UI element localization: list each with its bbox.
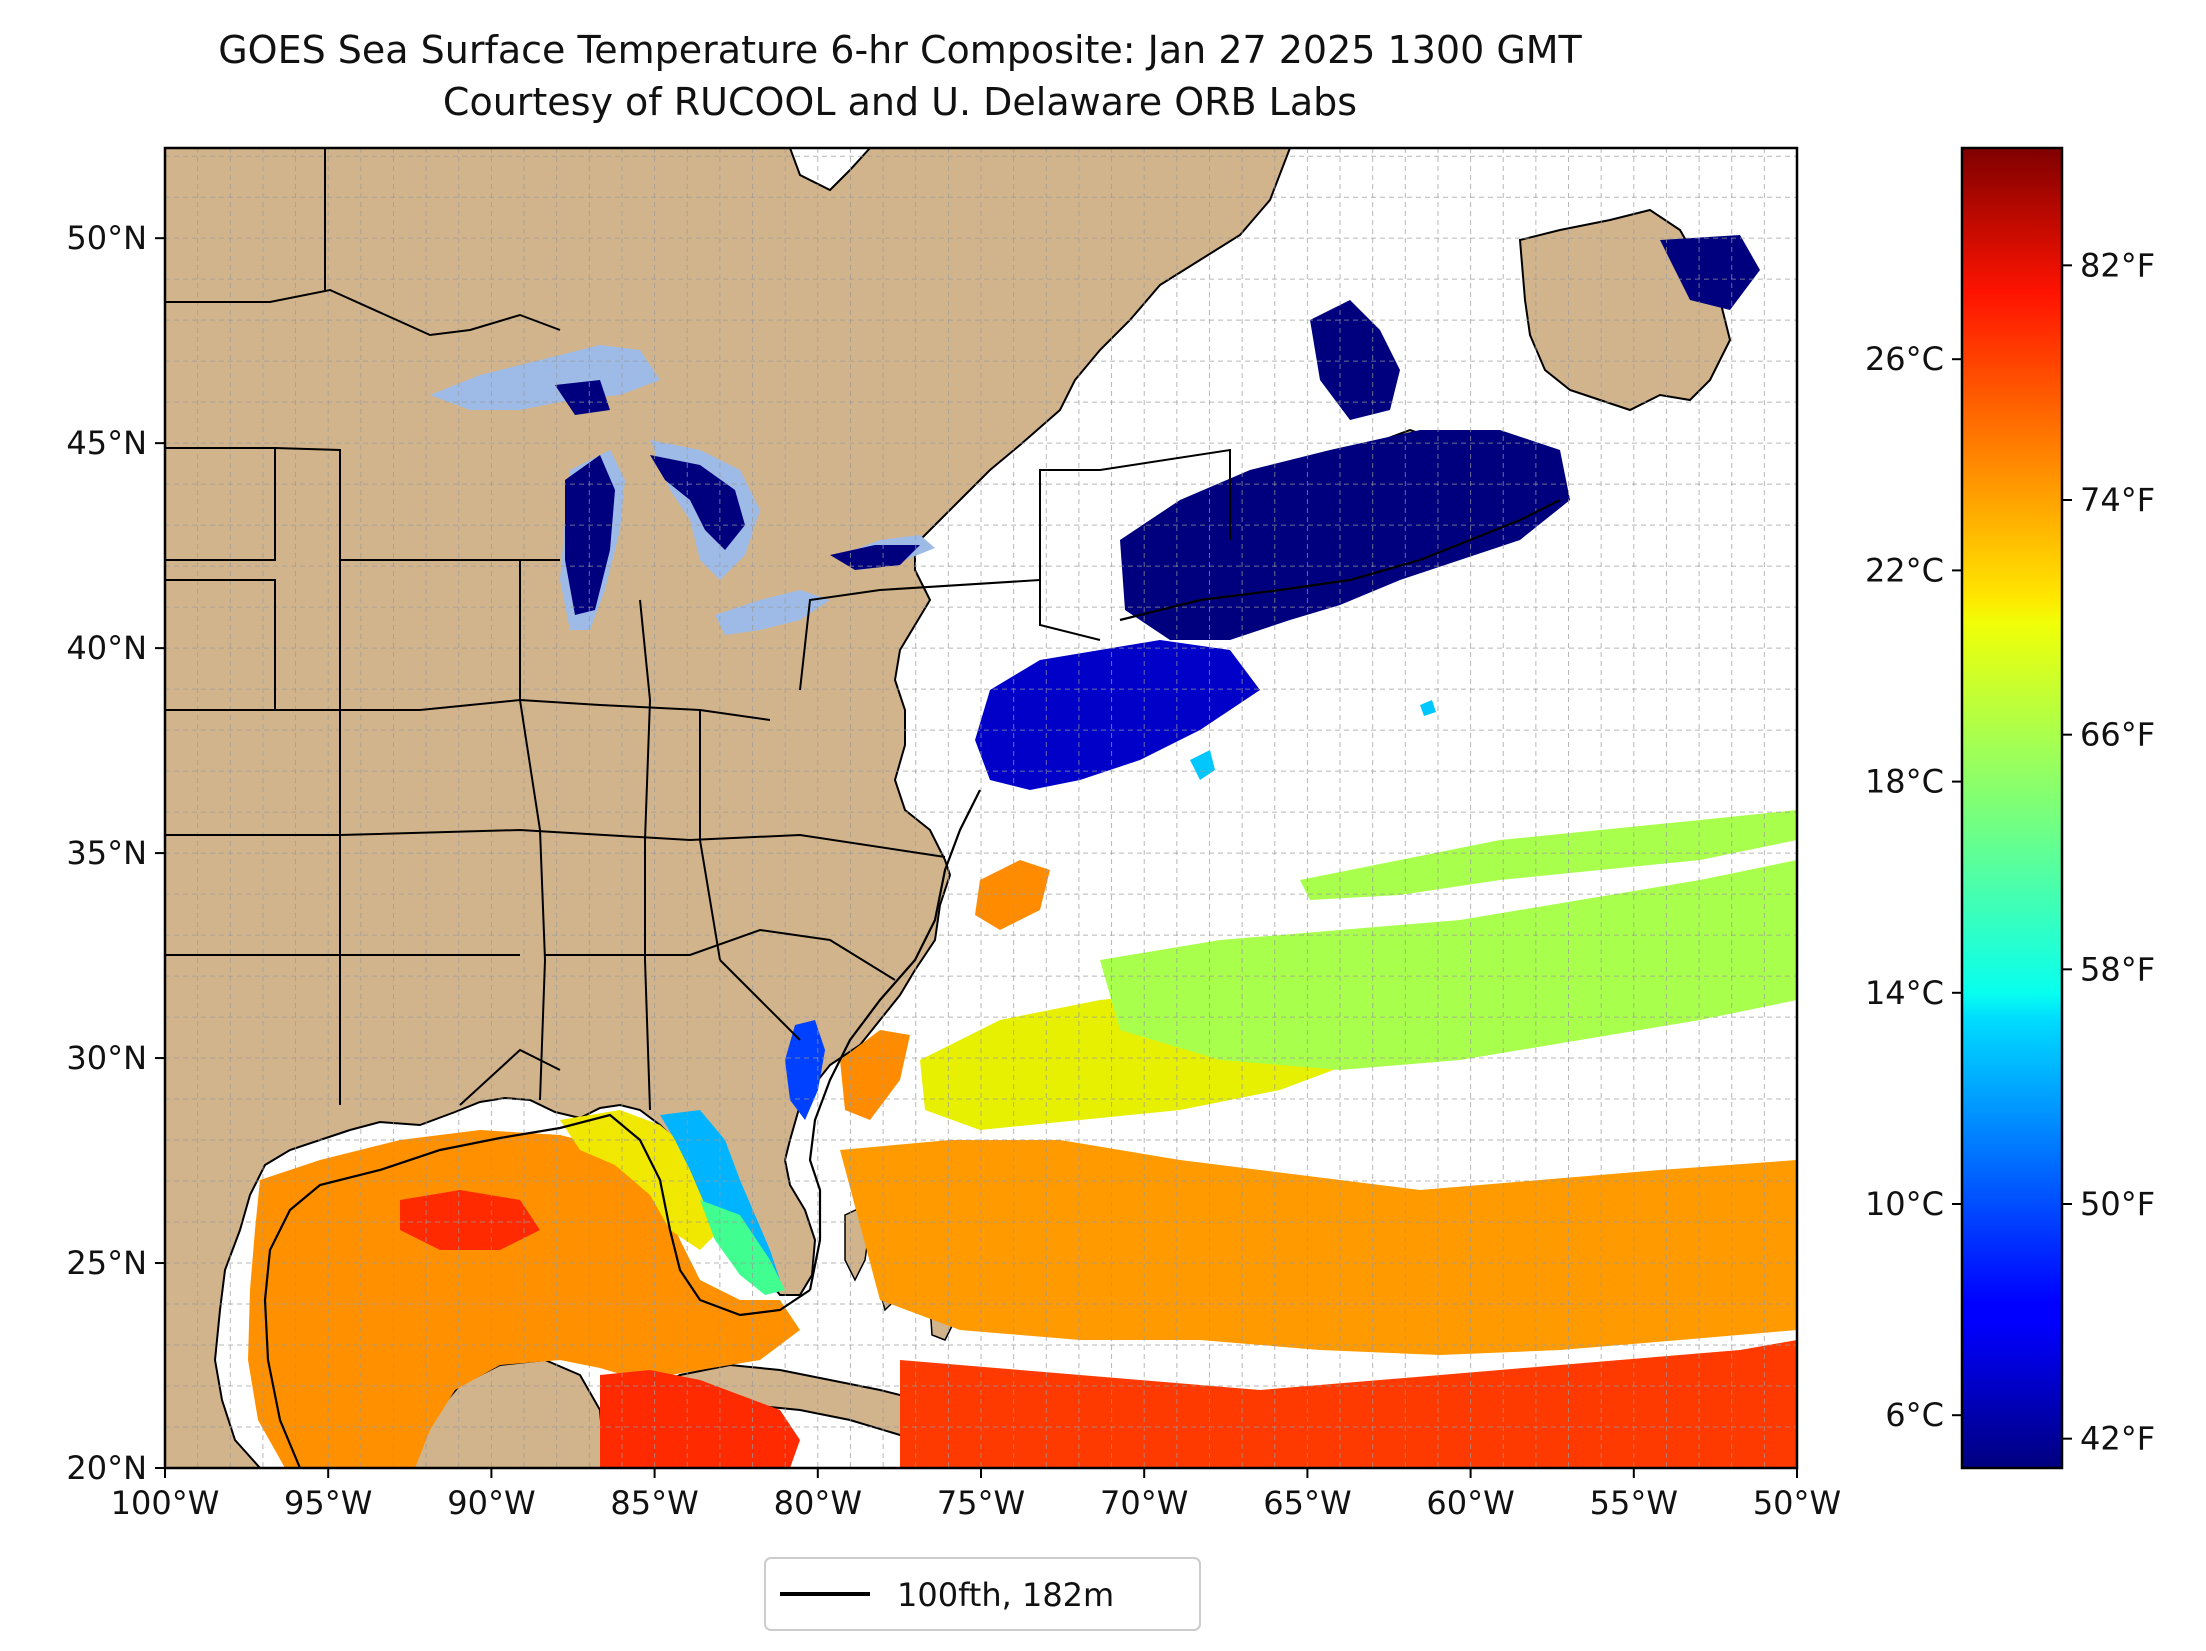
celsius-tick-label: 26°C bbox=[1865, 340, 1944, 378]
y-tick-label: 30°N bbox=[66, 1039, 147, 1077]
sst-orange-carolinas bbox=[840, 860, 1050, 1120]
fahrenheit-tick-label: 58°F bbox=[2080, 950, 2155, 988]
sst-red-gulf bbox=[400, 1190, 800, 1468]
celsius-tick-label: 6°C bbox=[1885, 1396, 1944, 1434]
sst-lightgreen-band bbox=[1100, 810, 1797, 1070]
map-gridlines bbox=[165, 148, 1797, 1468]
fahrenheit-tick-label: 82°F bbox=[2080, 246, 2155, 284]
sst-cold-lakes bbox=[555, 380, 920, 615]
fahrenheit-tick-label: 74°F bbox=[2080, 481, 2155, 519]
x-tick-label: 90°W bbox=[447, 1484, 535, 1522]
y-tick-label: 25°N bbox=[66, 1244, 147, 1282]
legend-box bbox=[764, 1557, 1201, 1631]
y-tick-label: 50°N bbox=[66, 219, 147, 257]
x-tick-label: 60°W bbox=[1426, 1484, 1514, 1522]
y-tick-label: 35°N bbox=[66, 834, 147, 872]
y-tick-label: 20°N bbox=[66, 1449, 147, 1487]
colorbar-gradient bbox=[1962, 148, 2062, 1468]
y-axis-ticks: 20°N 25°N 30°N 35°N 40°N 45°N 50°N bbox=[66, 219, 165, 1487]
sst-blue-georgia-shelf bbox=[785, 1020, 825, 1120]
x-tick-label: 100°W bbox=[111, 1484, 220, 1522]
figure-subtitle: Courtesy of RUCOOL and U. Delaware ORB L… bbox=[442, 80, 1358, 124]
x-tick-label: 50°W bbox=[1753, 1484, 1841, 1522]
lake-erie bbox=[715, 590, 830, 635]
colorbar-fahrenheit-ticks: 42°F 50°F 58°F 66°F 74°F 82°F bbox=[2062, 246, 2155, 1458]
y-tick-label: 45°N bbox=[66, 424, 147, 462]
sst-cold-gulf-of-maine bbox=[1120, 430, 1570, 640]
colorbar: 6°C 10°C 14°C 18°C 22°C 26°C 42°F 50°F 58°F 66°F… bbox=[1865, 146, 2155, 1470]
celsius-tick-label: 14°C bbox=[1865, 974, 1944, 1012]
sst-cold-gulf-st-lawrence bbox=[1310, 235, 1760, 420]
x-tick-label: 55°W bbox=[1590, 1484, 1678, 1522]
figure-title: GOES Sea Surface Temperature 6-hr Compos… bbox=[218, 28, 1582, 72]
celsius-tick-label: 22°C bbox=[1865, 551, 1944, 589]
sst-red-atlantic bbox=[900, 1340, 1797, 1468]
x-tick-label: 85°W bbox=[610, 1484, 698, 1522]
fahrenheit-tick-label: 42°F bbox=[2080, 1420, 2155, 1458]
celsius-tick-label: 10°C bbox=[1865, 1185, 1944, 1223]
fahrenheit-tick-label: 50°F bbox=[2080, 1185, 2155, 1223]
colorbar-celsius-ticks: 6°C 10°C 14°C 18°C 22°C 26°C bbox=[1865, 340, 1962, 1434]
legend: 100fth, 182m bbox=[764, 1557, 1201, 1631]
map-layers bbox=[165, 148, 1797, 1468]
x-tick-label: 70°W bbox=[1100, 1484, 1188, 1522]
x-tick-label: 95°W bbox=[284, 1484, 372, 1522]
sst-green-florida-shelf bbox=[700, 1200, 785, 1295]
isobath-100fth bbox=[263, 499, 1561, 1468]
fahrenheit-tick-label: 66°F bbox=[2080, 716, 2155, 754]
colorbar-frame bbox=[1960, 146, 2064, 1470]
x-tick-label: 65°W bbox=[1263, 1484, 1351, 1522]
x-axis-ticks: 100°W 95°W 90°W 85°W 80°W 75°W 70°W 65°W 60°W 55°… bbox=[111, 1468, 1841, 1522]
x-tick-label: 75°W bbox=[937, 1484, 1025, 1522]
celsius-tick-label: 18°C bbox=[1865, 763, 1944, 801]
political-boundaries bbox=[165, 148, 1231, 1111]
x-tick-label: 80°W bbox=[774, 1484, 862, 1522]
legend-label: 100fth, 182m bbox=[897, 1576, 1114, 1614]
y-tick-label: 40°N bbox=[66, 629, 147, 667]
